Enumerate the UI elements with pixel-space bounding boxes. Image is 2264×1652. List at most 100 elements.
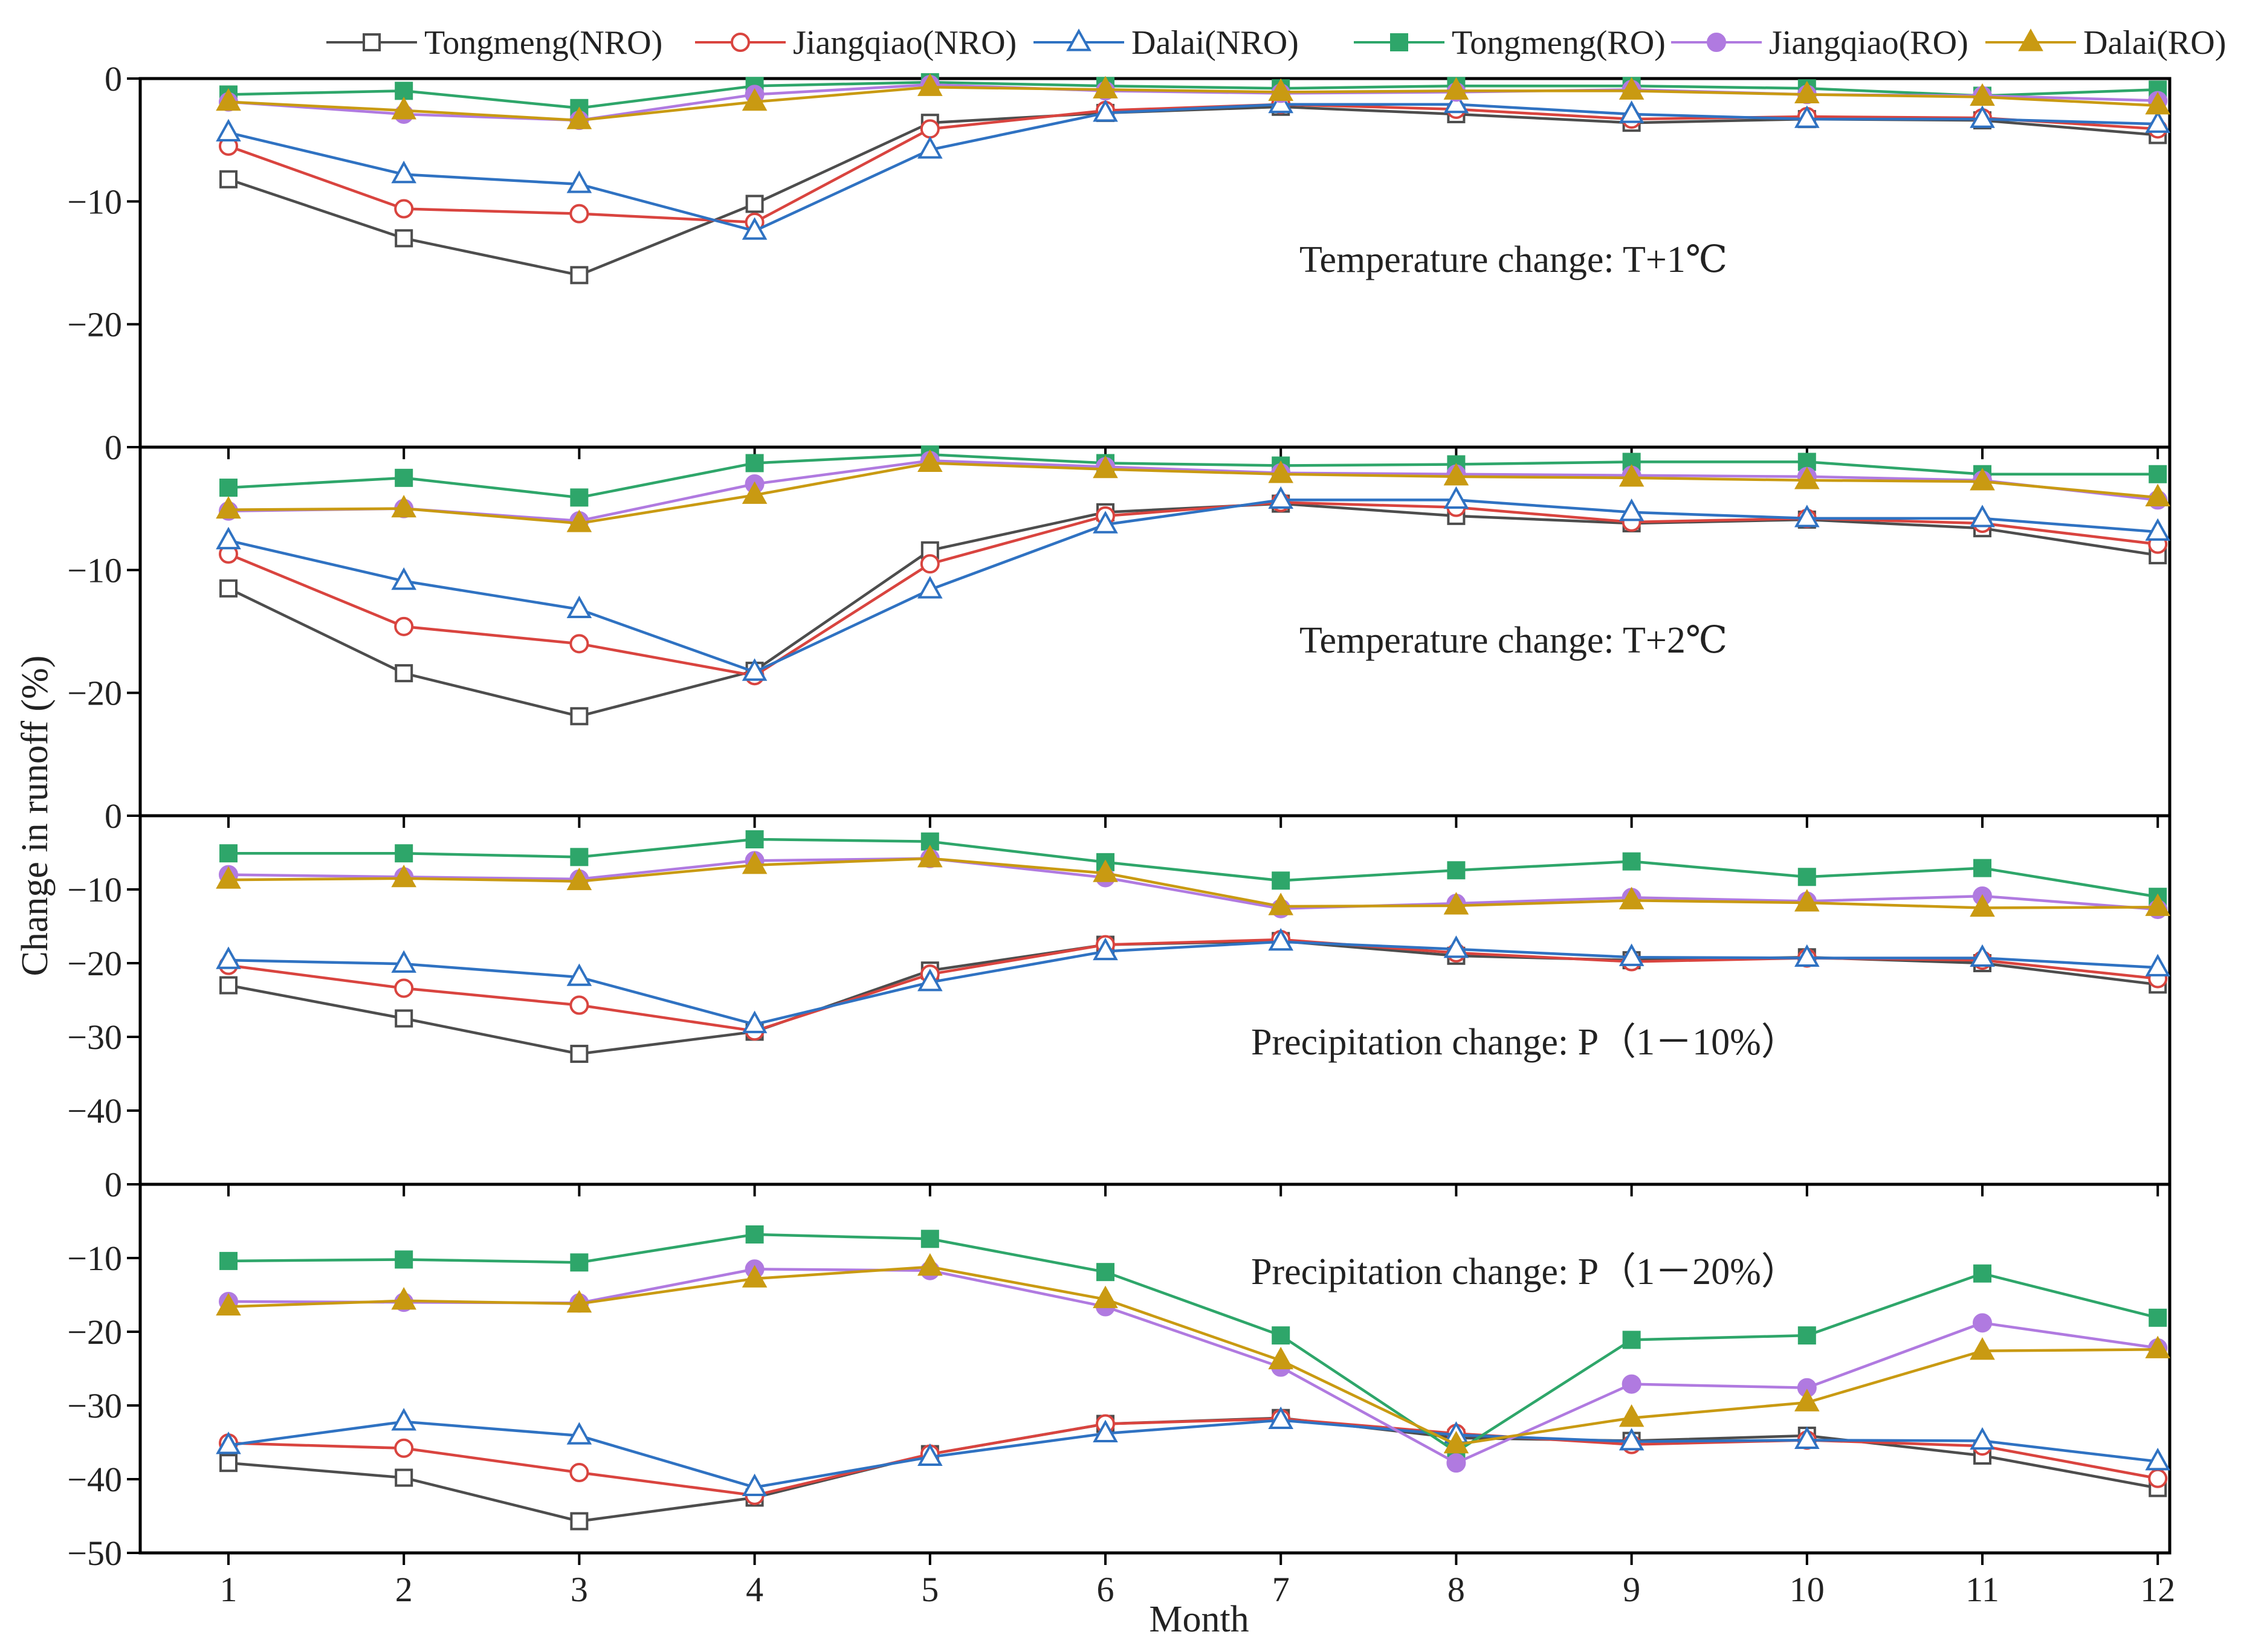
data-point <box>566 867 592 891</box>
data-point <box>569 1463 589 1483</box>
data-point <box>742 481 768 504</box>
data-point <box>1093 99 1118 122</box>
data-point <box>1970 1427 1995 1450</box>
y-tick-label: −10 <box>67 182 122 221</box>
data-point <box>1794 1389 1820 1412</box>
data-point <box>216 495 241 519</box>
panel-annotation: Temperature change: T+2℃ <box>1299 620 1727 661</box>
data-point <box>2145 110 2171 133</box>
data-point <box>1619 1404 1645 1427</box>
series-Dalai(NRO) <box>216 90 2171 240</box>
series-line <box>228 1233 2158 1454</box>
x-axis: 1 2 3 4 5 6 7 8 9 10 11 12 <box>220 1570 2176 1609</box>
data-point <box>570 1512 589 1531</box>
data-point <box>219 1251 238 1270</box>
legend: Tongmeng(NRO) Jiangqiao(NRO) Dalai(NRO) Ton… <box>326 24 2226 62</box>
series-line <box>228 1419 2158 1489</box>
data-point <box>917 1253 943 1276</box>
data-point <box>1794 889 1820 912</box>
data-point <box>1272 1326 1290 1345</box>
x-tick-label: 4 <box>746 1570 763 1609</box>
data-point <box>216 118 241 142</box>
legend-label: Tongmeng(NRO) <box>424 24 662 62</box>
data-point <box>1973 1264 1991 1283</box>
data-point <box>391 160 417 184</box>
data-point <box>1619 499 1645 521</box>
data-point <box>395 229 413 248</box>
data-point <box>1619 943 1645 966</box>
data-point <box>1619 100 1645 123</box>
data-point <box>920 1230 939 1248</box>
data-point <box>1446 1453 1466 1473</box>
data-point <box>566 170 592 193</box>
data-point <box>1268 1406 1294 1429</box>
y-tick-label: −20 <box>67 305 122 344</box>
data-point <box>394 978 414 998</box>
x-tick-label: 10 <box>1790 1570 1825 1609</box>
series-line <box>228 1268 2158 1465</box>
data-point <box>1443 1430 1469 1454</box>
data-point <box>1447 861 1466 880</box>
data-point <box>1268 78 1294 101</box>
data-point <box>1970 468 1995 491</box>
legend-label: Jiangqiao(NRO) <box>793 24 1017 62</box>
series-line <box>228 85 2158 122</box>
data-point <box>216 866 241 889</box>
data-point <box>569 634 589 654</box>
legend-label: Jiangqiao(RO) <box>1769 24 1968 62</box>
series-line <box>228 105 2158 277</box>
data-point <box>1794 1426 1820 1449</box>
y-tick-label: −20 <box>67 674 122 713</box>
data-point <box>2148 1468 2168 1488</box>
data-point <box>391 567 417 590</box>
data-point <box>219 976 238 995</box>
data-point <box>742 1265 768 1288</box>
data-point <box>745 830 764 849</box>
data-point <box>1093 511 1118 534</box>
series-Tongmeng(RO) <box>219 445 2167 507</box>
data-point <box>1443 77 1469 100</box>
data-point <box>917 845 943 868</box>
legend-marker <box>731 33 750 52</box>
data-point <box>1443 892 1469 915</box>
data-point <box>2149 1308 2167 1327</box>
data-point <box>1268 1346 1294 1370</box>
y-axis-title: Change in runoff (%) <box>15 656 56 976</box>
data-point <box>2145 92 2171 115</box>
legend-label: Dalai(NRO) <box>1131 24 1299 62</box>
y-tick-label: −10 <box>67 550 122 590</box>
x-tick-label: 11 <box>1965 1570 1999 1609</box>
legend-entry: Jiangqiao(NRO) <box>695 24 1017 62</box>
data-point <box>394 199 414 219</box>
data-point <box>1268 460 1294 483</box>
data-point <box>742 658 768 681</box>
data-point <box>1268 486 1294 509</box>
panel-frame <box>138 814 2172 1186</box>
data-point <box>219 579 238 598</box>
data-point <box>216 1431 241 1454</box>
data-point <box>391 494 417 518</box>
series-line <box>228 857 2158 911</box>
data-point <box>395 1468 413 1487</box>
data-point <box>742 217 768 240</box>
data-point <box>917 73 943 96</box>
data-point <box>1093 1419 1118 1442</box>
data-point <box>395 1250 413 1269</box>
data-point <box>1096 1263 1114 1282</box>
data-point <box>742 1473 768 1497</box>
series-line <box>228 857 2158 909</box>
series-line <box>228 501 2158 677</box>
data-point <box>391 97 417 120</box>
series-Dalai(RO) <box>216 845 2171 917</box>
series-line <box>228 502 2158 718</box>
chart-panels: 0 −10 −20 Temperature change: T+1℃ 0 −10 −20 Te… <box>67 59 2172 1573</box>
data-point <box>2145 518 2171 541</box>
series-Tongmeng(NRO) <box>219 97 2167 285</box>
data-point <box>2145 893 2171 916</box>
data-point <box>566 595 592 618</box>
data-point <box>745 1225 764 1244</box>
data-point <box>742 1010 768 1033</box>
data-point <box>395 468 413 487</box>
panel-annotation: Precipitation change: P（1－10%） <box>1251 1022 1799 1063</box>
